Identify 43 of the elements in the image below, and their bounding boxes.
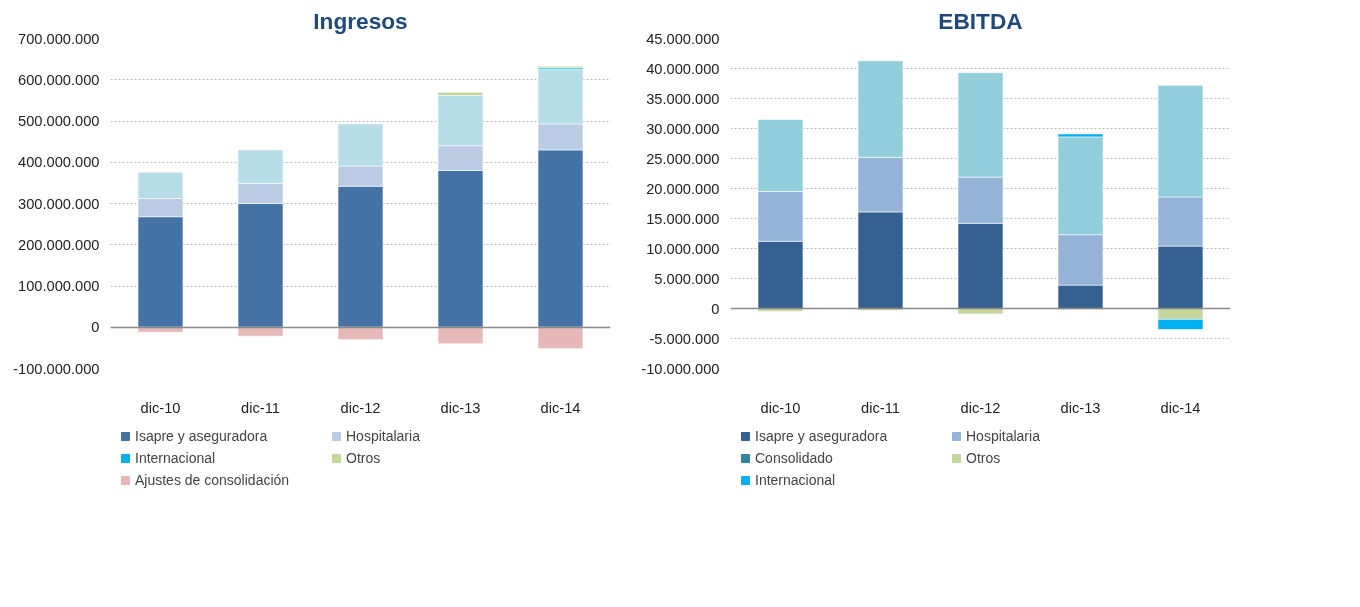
legend-label: Otros	[966, 450, 1002, 466]
y-tick-label: 200.000.000	[18, 236, 100, 253]
chart-title: Ingresos	[313, 7, 408, 34]
y-tick-label: 100.000.000	[18, 278, 100, 294]
x-tick-label: dic-14	[540, 399, 581, 416]
y-tick-label: 35.000.000	[646, 90, 720, 107]
legend-label: Consolidado	[755, 450, 834, 466]
x-tick-label: dic-11	[241, 399, 280, 416]
x-tick-label: dic-13	[1060, 399, 1101, 416]
x-tick-label: dic-10	[140, 399, 181, 416]
chart-title: EBITDA	[938, 7, 1023, 34]
x-tick-label: dic-13	[440, 399, 481, 416]
y-tick-label: 600.000.000	[18, 71, 100, 88]
legend-label: Isapre y aseguradora	[755, 428, 889, 444]
legend-label: Hospitalaria	[966, 428, 1041, 444]
y-tick-label: 15.000.000	[646, 210, 720, 227]
x-tick-label: dic-12	[340, 399, 381, 416]
y-tick-label: 700.000.000	[18, 30, 100, 47]
y-tick-label: -100.000.000	[13, 360, 100, 377]
legend-label: Internacional	[135, 450, 217, 466]
legend-label: Internacional	[755, 472, 837, 488]
y-tick-label: 400.000.000	[18, 154, 100, 171]
y-tick-label: 300.000.000	[18, 195, 100, 212]
legend-label: Ajustes de consolidación	[135, 472, 291, 488]
legend-label: Hospitalaria	[346, 428, 421, 444]
y-tick-label: 25.000.000	[646, 150, 720, 167]
y-tick-label: 10.000.000	[646, 240, 720, 257]
y-tick-label: -5.000.000	[649, 330, 720, 347]
y-tick-label: 45.000.000	[646, 30, 720, 47]
y-tick-label: 0	[91, 319, 100, 336]
y-tick-label: 5.000.000	[654, 270, 720, 287]
y-tick-label: -10.000.000	[641, 360, 720, 377]
legend-label: Isapre y aseguradora	[135, 428, 269, 444]
x-tick-label: dic-11	[861, 399, 900, 416]
x-tick-label: dic-14	[1160, 399, 1201, 416]
x-tick-label: dic-10	[760, 399, 801, 416]
legend-label: Otros	[346, 450, 382, 466]
x-tick-label: dic-12	[960, 399, 1001, 416]
y-tick-label: 500.000.000	[18, 113, 100, 129]
y-tick-label: 20.000.000	[646, 180, 720, 197]
y-tick-label: 30.000.000	[646, 120, 720, 137]
y-tick-label: 0	[711, 300, 720, 317]
y-tick-label: 40.000.000	[646, 60, 720, 77]
